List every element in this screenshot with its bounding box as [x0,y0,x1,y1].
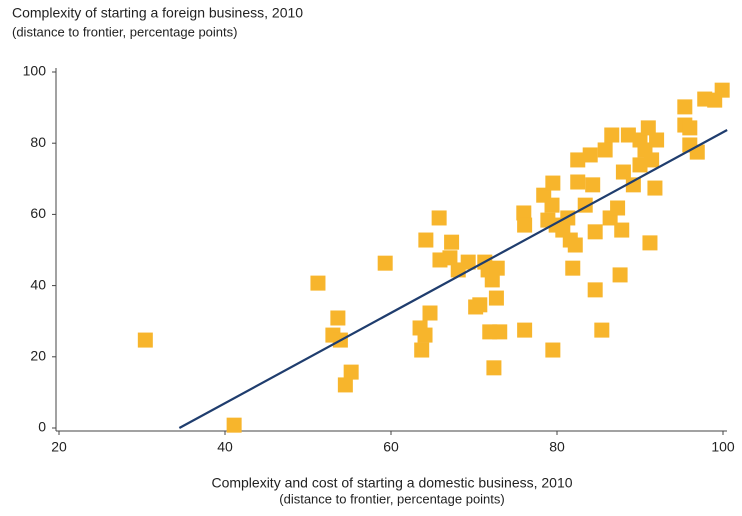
point [488,290,504,306]
point [492,324,508,340]
y-tick-label: 20 [30,348,46,364]
point [640,120,656,136]
point [414,342,430,358]
point [417,327,433,343]
point [612,267,628,283]
point [620,127,636,143]
point [632,157,648,173]
x-tick-label: 20 [51,439,67,455]
point [682,120,698,136]
x-tick-label: 40 [217,439,233,455]
point [545,175,561,191]
x-axis-sublabel: (distance to frontier, percentage points… [279,491,504,506]
point [597,142,613,158]
point [604,127,620,143]
point [614,222,630,238]
point [615,164,631,180]
point [337,377,353,393]
point [137,332,153,348]
point [677,99,693,115]
point [544,197,560,213]
point [647,180,663,196]
point [585,177,601,193]
y-tick-label: 0 [38,419,46,435]
point [486,360,502,376]
point [431,210,447,226]
point [484,272,500,288]
point [570,152,586,168]
point [587,224,603,240]
x-tick-label: 80 [549,439,565,455]
point [460,254,476,270]
trend-line [178,129,728,429]
point [587,282,603,298]
point [330,310,346,326]
point [642,235,658,251]
point [517,217,533,233]
point [310,275,326,291]
point [422,305,438,321]
point [610,200,626,216]
x-tick-label: 60 [383,439,399,455]
point [714,82,730,98]
point [377,255,393,271]
point [567,237,583,253]
point [516,205,532,221]
point [442,250,458,266]
y-tick-label: 60 [30,205,46,221]
point [472,297,488,313]
point [489,260,505,276]
point [343,364,359,380]
point [517,322,533,338]
chart-subtitle: (distance to frontier, percentage points… [12,24,237,39]
point [649,132,665,148]
point [644,152,660,168]
point [594,322,610,338]
chart-title: Complexity of starting a foreign busines… [12,5,303,21]
point [444,234,460,250]
x-axis-label: Complexity and cost of starting a domest… [211,475,572,491]
point [545,342,561,358]
point [582,147,598,163]
x-tick-label: 100 [711,439,735,455]
point [418,232,434,248]
point [565,260,581,276]
point [570,174,586,190]
y-tick-label: 100 [23,63,47,79]
y-tick-label: 40 [30,276,46,292]
y-tick-label: 80 [30,134,46,150]
point [625,177,641,193]
point [226,417,242,433]
